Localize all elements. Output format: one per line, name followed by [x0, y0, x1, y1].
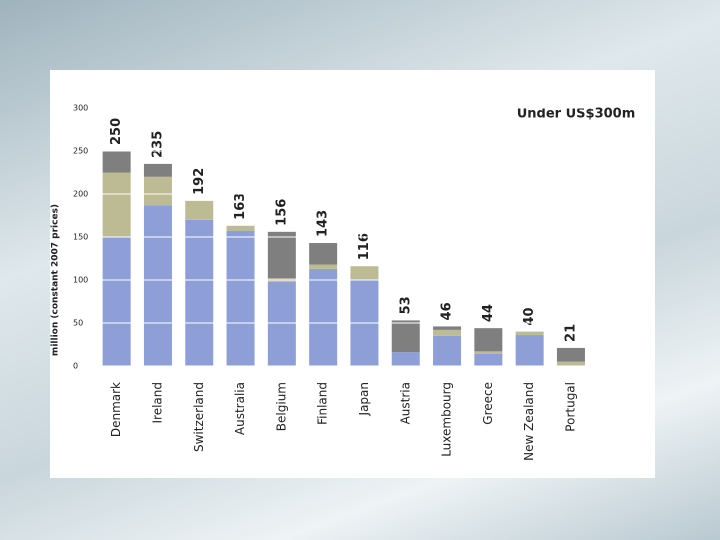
y-axis-label: million (constant 2007 prices): [51, 204, 61, 356]
bar-segment: [267, 281, 296, 366]
bar-segment: [143, 205, 172, 366]
x-tick-label: Australia: [233, 382, 247, 435]
bar-segment: [102, 151, 131, 173]
bar-segment: [309, 243, 338, 265]
bar-segment: [309, 264, 338, 269]
total-label: 192: [192, 168, 207, 195]
x-tick-label: Portugal: [563, 382, 577, 432]
bar-segment: [515, 331, 544, 336]
total-label: 44: [481, 304, 496, 322]
total-label: 40: [522, 308, 537, 326]
total-label: 156: [274, 199, 289, 226]
total-label: 21: [563, 324, 578, 342]
bar-segment: [143, 163, 172, 177]
x-tick-label: Austria: [398, 382, 412, 424]
bar-segment: [474, 351, 503, 354]
total-label: 163: [233, 193, 248, 220]
bar-segment: [185, 219, 214, 366]
chart-title: Under US$300m: [517, 107, 636, 122]
bar-segment: [433, 335, 462, 366]
bar-segment: [391, 352, 420, 366]
total-label: 46: [440, 302, 455, 320]
x-tick-label: Switzerland: [192, 382, 206, 452]
bar-segment: [226, 230, 255, 366]
x-tick-label: New Zealand: [522, 382, 536, 461]
bar-segment: [391, 320, 420, 353]
y-tick-label: 250: [73, 147, 88, 156]
x-tick-label: Luxembourg: [440, 382, 454, 457]
bar-segment: [433, 329, 462, 336]
y-tick-label: 0: [73, 362, 78, 371]
y-tick-label: 150: [73, 233, 88, 242]
bar-segment: [556, 347, 585, 362]
total-label: 235: [150, 131, 165, 158]
y-tick-label: 50: [73, 319, 83, 328]
x-tick-label: Belgium: [274, 382, 288, 431]
total-label: 143: [316, 210, 331, 237]
total-label: 250: [109, 118, 124, 145]
bar-segment: [102, 172, 131, 237]
bar-segment: [143, 176, 172, 206]
bar-segment: [515, 335, 544, 366]
bar-segment: [350, 266, 379, 280]
total-label: 53: [398, 296, 413, 314]
y-tick-label: 100: [73, 276, 88, 285]
x-tick-label: Ireland: [150, 382, 164, 424]
bar-segment: [309, 268, 338, 366]
bar-segment: [474, 353, 503, 366]
total-label: 116: [357, 233, 372, 260]
bar-segment: [102, 237, 131, 366]
x-tick-label: Finland: [316, 382, 330, 425]
bar-segment: [267, 231, 296, 279]
bar-segment: [185, 200, 214, 220]
bar-segment: [226, 225, 255, 231]
bar-segment: [556, 361, 585, 366]
bar-segment: [474, 328, 503, 352]
y-tick-label: 200: [73, 190, 88, 199]
x-tick-label: Japan: [357, 382, 371, 416]
bar-segment: [433, 326, 462, 330]
y-tick-label: 300: [73, 104, 88, 113]
x-tick-label: Denmark: [109, 382, 123, 437]
x-tick-label: Greece: [481, 382, 495, 425]
